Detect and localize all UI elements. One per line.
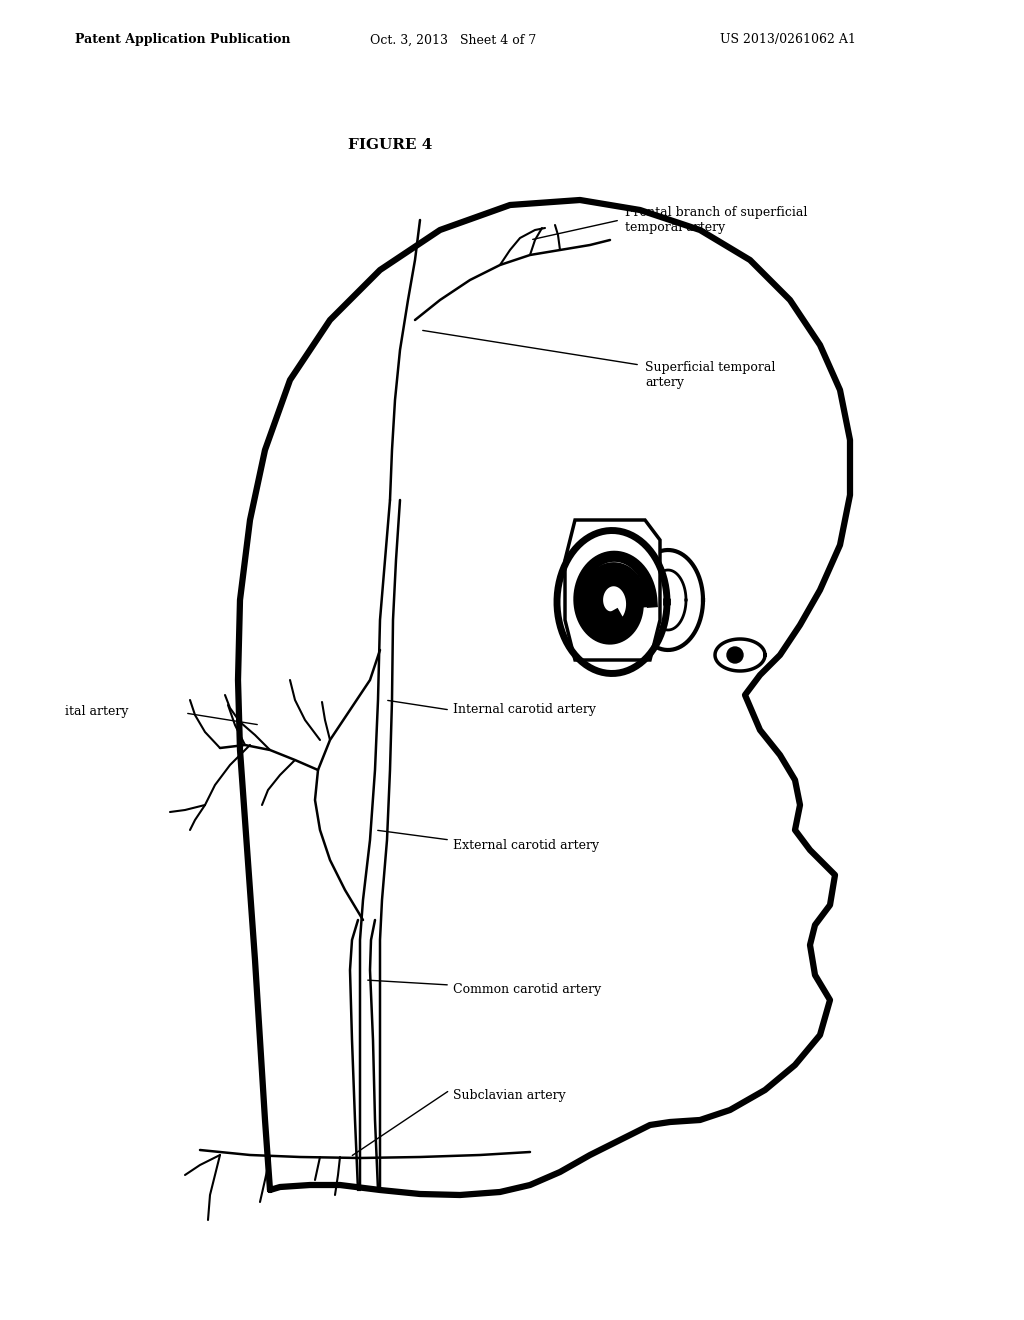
Text: US 2013/0261062 A1: US 2013/0261062 A1 bbox=[720, 33, 856, 46]
Text: Superficial temporal
artery: Superficial temporal artery bbox=[645, 360, 775, 389]
Text: External carotid artery: External carotid artery bbox=[453, 838, 599, 851]
Text: ital artery: ital artery bbox=[65, 705, 128, 718]
Text: Frontal branch of superficial
temporal artery: Frontal branch of superficial temporal a… bbox=[625, 206, 807, 234]
Text: Patent Application Publication: Patent Application Publication bbox=[75, 33, 291, 46]
Text: Common carotid artery: Common carotid artery bbox=[453, 983, 601, 997]
Text: FIGURE 4: FIGURE 4 bbox=[348, 139, 432, 152]
Circle shape bbox=[727, 647, 743, 663]
Text: Subclavian artery: Subclavian artery bbox=[453, 1089, 565, 1101]
Text: Oct. 3, 2013   Sheet 4 of 7: Oct. 3, 2013 Sheet 4 of 7 bbox=[370, 33, 537, 46]
Text: Internal carotid artery: Internal carotid artery bbox=[453, 704, 596, 717]
Polygon shape bbox=[565, 520, 660, 660]
